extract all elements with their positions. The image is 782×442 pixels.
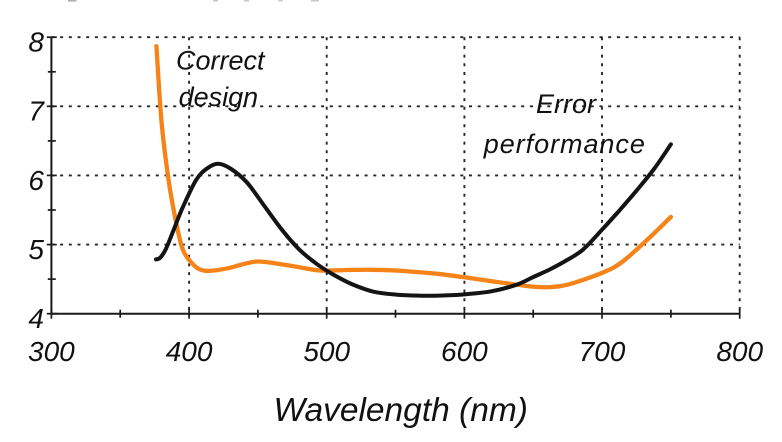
svg-text:design: design: [179, 82, 259, 112]
svg-text:performance: performance: [483, 129, 646, 159]
svg-text:400: 400: [166, 336, 213, 367]
svg-text:4: 4: [28, 303, 44, 334]
svg-text:5: 5: [28, 234, 44, 265]
svg-text:300: 300: [28, 336, 75, 367]
svg-text:7: 7: [28, 96, 45, 127]
svg-text:Error: Error: [536, 89, 597, 119]
svg-text:600: 600: [441, 336, 488, 367]
svg-text:8: 8: [28, 27, 44, 58]
svg-text:Correct: Correct: [176, 46, 266, 76]
svg-text:Wavelength (nm): Wavelength (nm): [273, 392, 527, 429]
svg-text:700: 700: [579, 336, 626, 367]
svg-text:800: 800: [716, 336, 763, 367]
svg-text:500: 500: [303, 336, 350, 367]
svg-text:6: 6: [28, 165, 44, 196]
